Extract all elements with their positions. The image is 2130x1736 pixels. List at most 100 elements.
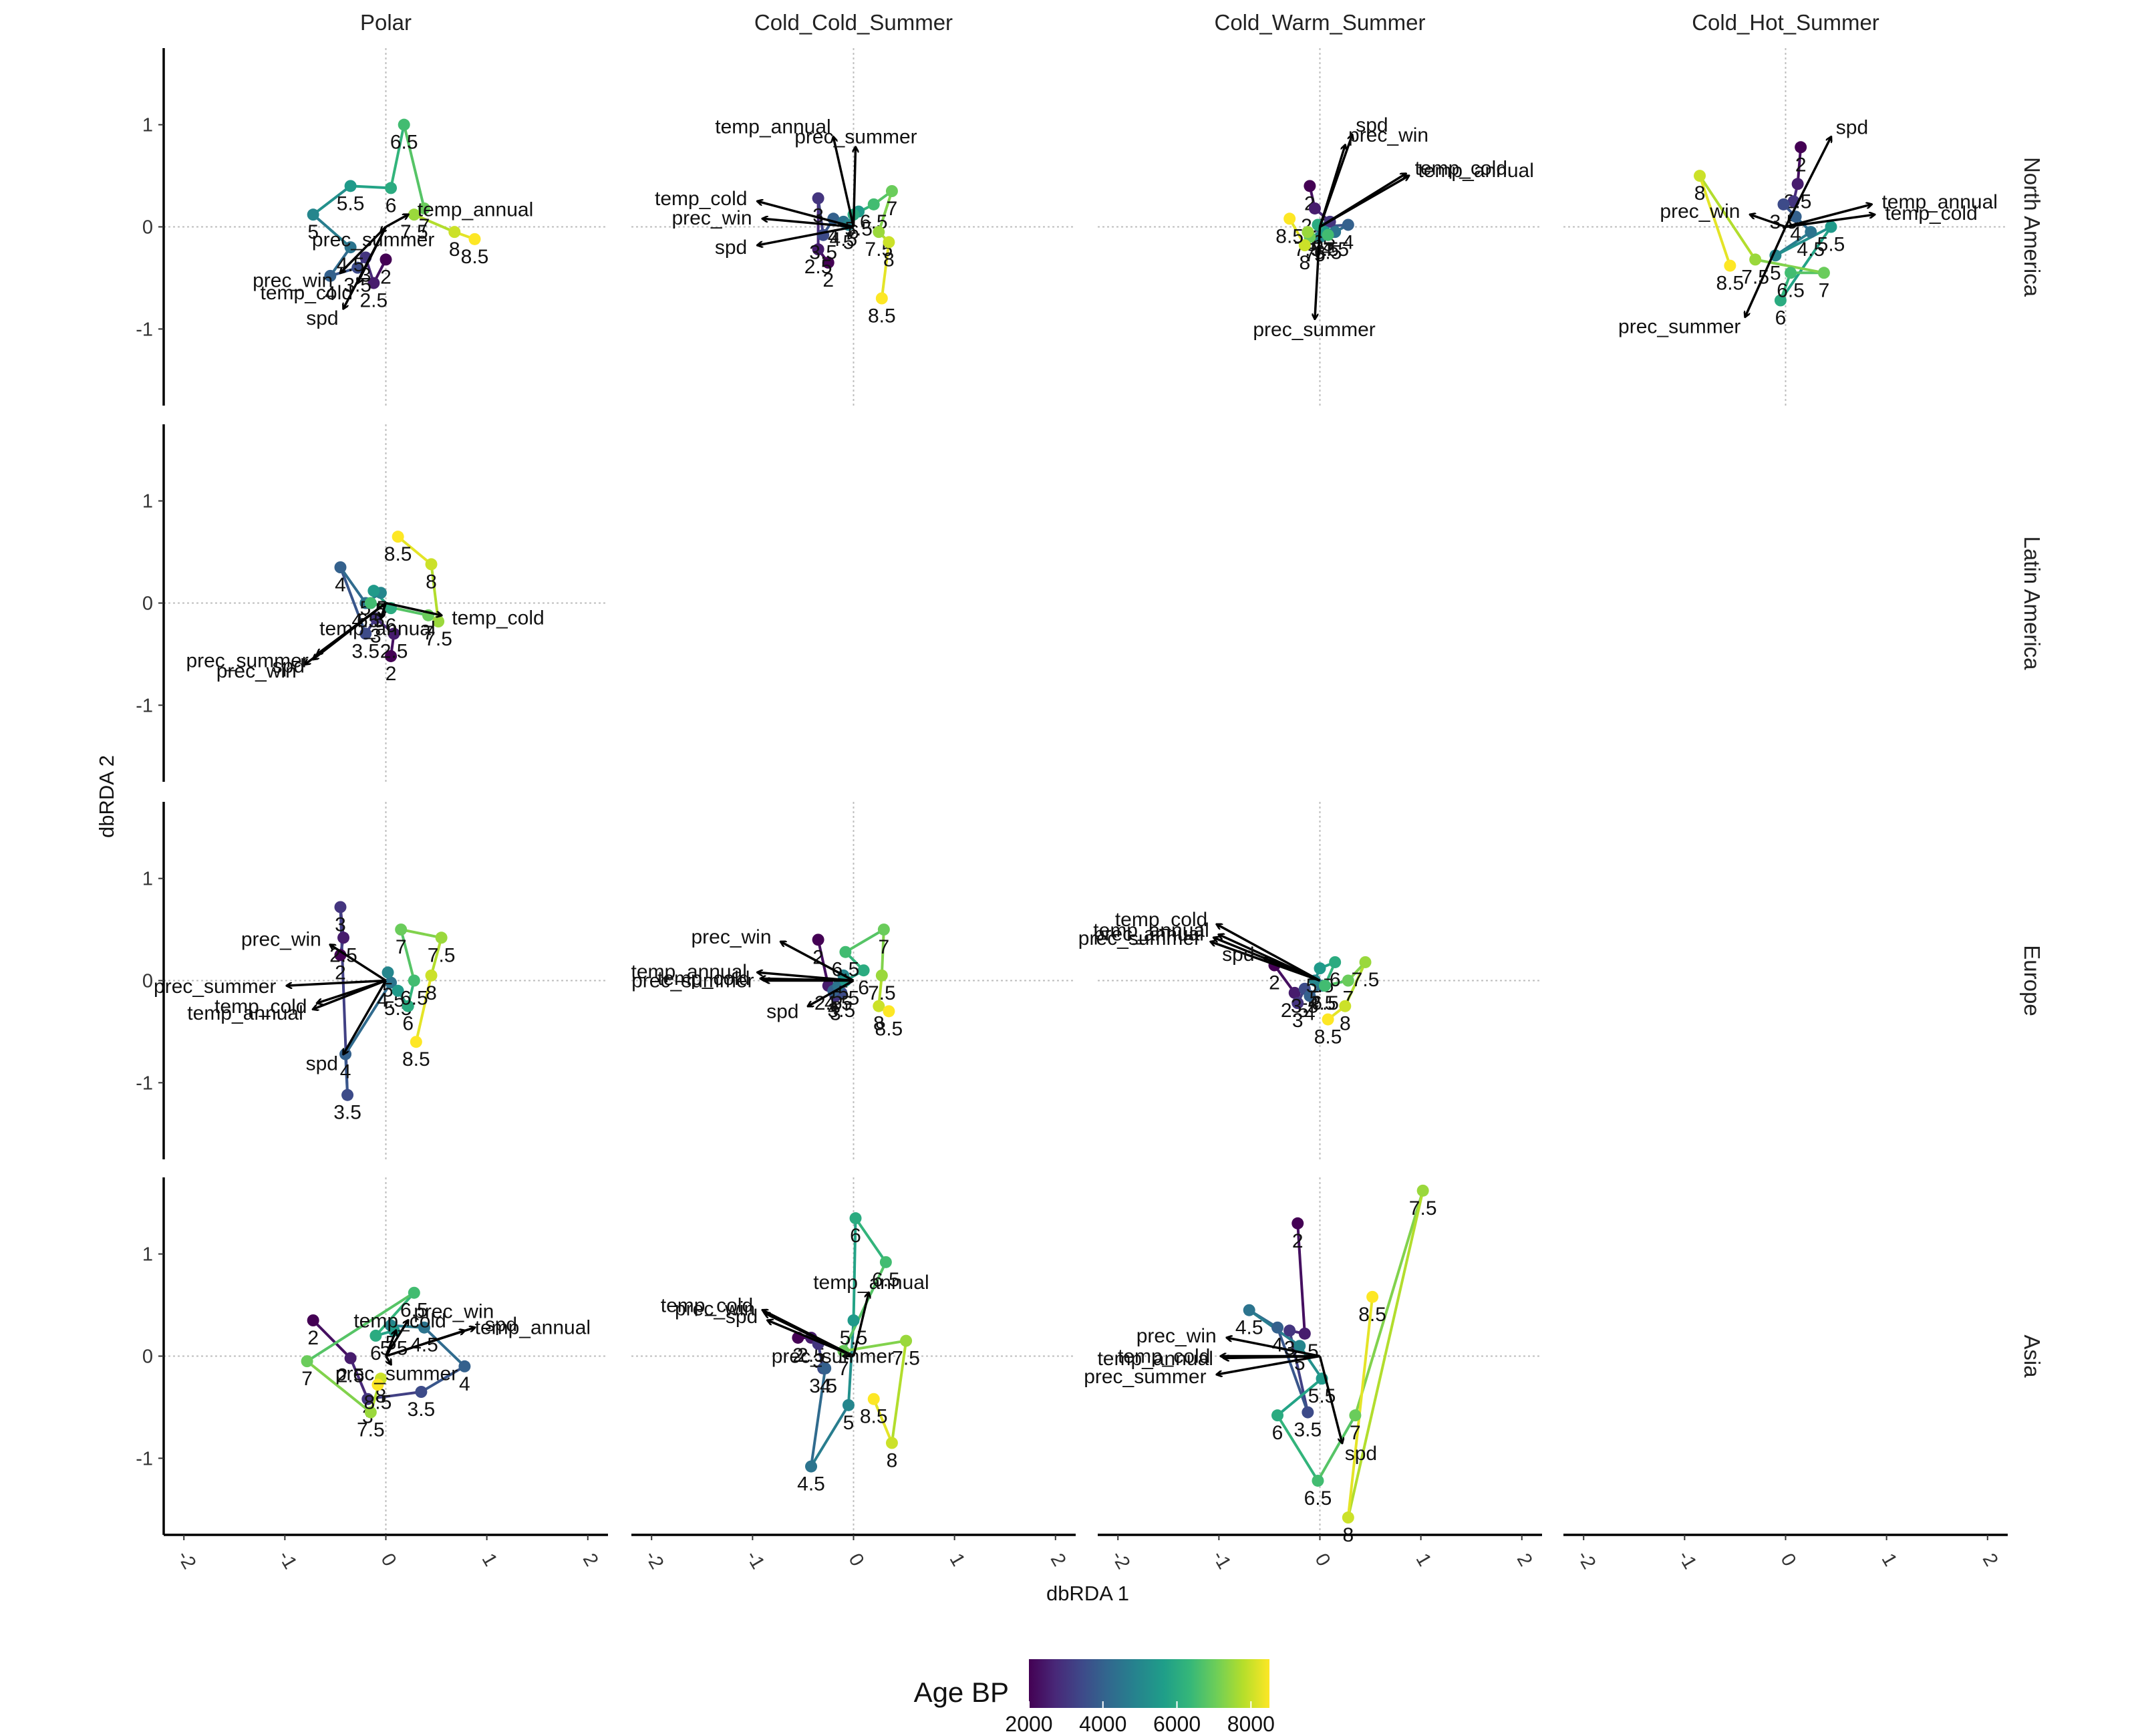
panel-2-3: 22.533.544.555.566.577.588.5prec_wintemp… bbox=[1084, 1177, 1542, 1546]
data-point bbox=[822, 257, 834, 269]
data-point bbox=[875, 969, 888, 982]
point-label: 2.5 bbox=[360, 290, 388, 312]
point-label: 6 bbox=[1775, 307, 1787, 329]
point-label: 6 bbox=[1330, 969, 1341, 991]
trajectory-segment bbox=[414, 213, 456, 233]
biplot-arrow bbox=[287, 979, 386, 986]
data-point bbox=[1349, 1409, 1362, 1422]
trajectory-segment bbox=[414, 975, 433, 1042]
trajectory-segment bbox=[349, 1357, 369, 1400]
biplot-arrow bbox=[385, 1320, 408, 1357]
trajectory-segment bbox=[402, 124, 426, 209]
trajectory-segment bbox=[344, 1054, 349, 1095]
trajectory-segment bbox=[1796, 147, 1803, 184]
trajectory-segment bbox=[312, 1319, 352, 1359]
trajectory-segment bbox=[1296, 1223, 1306, 1334]
data-point bbox=[1342, 219, 1354, 231]
point-label: 7 bbox=[1350, 1422, 1361, 1444]
column-strip-label: Cold_Cold_Summer bbox=[754, 10, 953, 35]
point-label: 6.5 bbox=[1304, 1487, 1332, 1509]
data-point bbox=[364, 597, 377, 609]
biplot-arrow bbox=[384, 1330, 396, 1357]
point-label: 5 bbox=[843, 231, 855, 253]
arrow-label: prec_summer bbox=[335, 1362, 458, 1385]
biplot-arrow bbox=[758, 201, 854, 229]
data-point bbox=[842, 1399, 855, 1411]
trajectory-segment bbox=[816, 198, 825, 236]
point-label: 7 bbox=[301, 1368, 313, 1390]
arrow-label: prec_win bbox=[1136, 1325, 1217, 1347]
biplot-arrow bbox=[768, 1320, 855, 1358]
arrow-label: spd bbox=[306, 1052, 338, 1074]
data-point bbox=[1785, 267, 1797, 279]
data-point bbox=[1271, 1321, 1284, 1334]
panel-2-0: 22.533.544.555.566.577.588.5spdprec_wint… bbox=[1098, 48, 1542, 406]
point-label: 8 bbox=[375, 1385, 387, 1407]
data-point bbox=[324, 269, 337, 282]
arrow-label: spd bbox=[1222, 944, 1254, 966]
data-point bbox=[402, 1000, 414, 1012]
point-label: 8 bbox=[426, 982, 437, 1004]
data-point bbox=[1283, 212, 1296, 225]
trajectory-segment bbox=[390, 124, 406, 188]
x-tick-label: 0 bbox=[1310, 1550, 1334, 1570]
y-tick-label: 1 bbox=[142, 491, 153, 513]
point-label: 7 bbox=[838, 1358, 849, 1380]
data-point bbox=[307, 1314, 319, 1326]
trajectory-segment bbox=[350, 184, 392, 190]
trajectory-segment bbox=[420, 1365, 466, 1393]
biplot-arrow bbox=[1318, 1356, 1342, 1443]
x-tick-label: 0 bbox=[376, 1550, 400, 1570]
point-label: 7.5 bbox=[1741, 266, 1769, 288]
trajectory-segment bbox=[370, 601, 429, 617]
arrow-label: prec_win bbox=[691, 926, 771, 948]
data-point bbox=[1304, 180, 1316, 192]
point-label: 3.5 bbox=[333, 1102, 361, 1124]
arrow-label: temp_cold bbox=[661, 1295, 753, 1317]
arrow-label: spd bbox=[1356, 114, 1388, 136]
data-point bbox=[344, 1352, 357, 1364]
data-point bbox=[418, 202, 430, 214]
data-point bbox=[885, 185, 898, 197]
arrow-label: prec_win bbox=[1348, 124, 1428, 146]
biplot-arrow bbox=[1227, 1338, 1320, 1358]
legend-title: Age BP bbox=[914, 1677, 1009, 1708]
point-label: 5.5 bbox=[1311, 239, 1339, 261]
biplot-arrow bbox=[1315, 227, 1322, 319]
arrow-label: temp_cold bbox=[1885, 202, 1977, 225]
x-tick-label: 1 bbox=[1877, 1550, 1901, 1570]
point-label: 4 bbox=[820, 1375, 831, 1397]
trajectory-segment bbox=[400, 929, 416, 981]
point-label: 7 bbox=[396, 936, 407, 958]
trajectory-segment bbox=[1755, 258, 1825, 275]
trajectory-segment bbox=[1276, 1415, 1320, 1482]
arrow-label: temp_annual bbox=[715, 116, 830, 138]
data-point bbox=[359, 627, 372, 640]
row-strip-label: Asia bbox=[2020, 1334, 2044, 1378]
biplot-arrow bbox=[1785, 214, 1875, 229]
point-label: 7.5 bbox=[357, 1419, 385, 1441]
data-point bbox=[1302, 1406, 1314, 1419]
trajectory-segment bbox=[843, 1339, 907, 1352]
trajectory-segment bbox=[306, 1360, 372, 1414]
row-strip-label: North America bbox=[2020, 157, 2044, 297]
point-label: 8 bbox=[1340, 1013, 1351, 1035]
trajectory-segment bbox=[880, 242, 891, 299]
point-label: 8.5 bbox=[364, 1391, 392, 1413]
data-point bbox=[398, 118, 410, 131]
trajectory-segment bbox=[877, 190, 893, 233]
point-label: 5 bbox=[1310, 988, 1321, 1010]
arrow-label: prec_summer bbox=[1253, 319, 1375, 341]
data-point bbox=[385, 976, 398, 989]
data-point bbox=[1304, 990, 1316, 1002]
arrow-label: prec_win bbox=[414, 1300, 494, 1322]
arrow-label: prec_win bbox=[241, 928, 321, 950]
data-point bbox=[1308, 202, 1321, 214]
data-point bbox=[408, 974, 420, 987]
point-label: 4 bbox=[1272, 1334, 1283, 1356]
biplot-arrow bbox=[852, 1293, 869, 1356]
trajectory-segment bbox=[872, 1398, 893, 1444]
y-tick-label: -1 bbox=[136, 695, 153, 716]
data-point bbox=[367, 585, 380, 597]
point-label: 4 bbox=[828, 998, 839, 1020]
